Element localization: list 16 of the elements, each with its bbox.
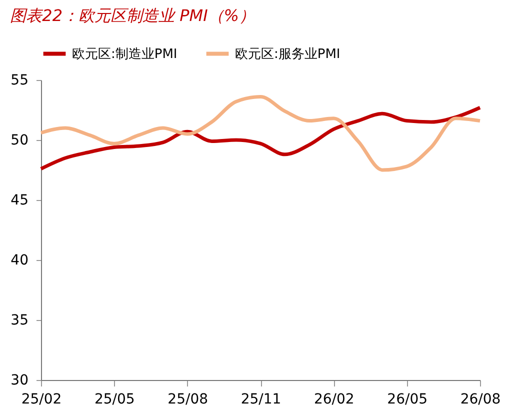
x-tick-label: 25/02: [21, 392, 62, 408]
x-tick-label: 26/05: [387, 392, 428, 408]
y-tick-label: 30: [10, 372, 28, 388]
chart-title: 图表22：欧元区制造业 PMI（%）: [10, 6, 256, 25]
x-tick-label: 25/08: [168, 392, 208, 408]
legend-label: 欧元区:制造业PMI: [72, 46, 178, 62]
y-tick-label: 40: [10, 252, 28, 268]
y-tick-label: 35: [10, 312, 28, 328]
x-tick-label: 25/05: [94, 392, 135, 408]
x-tick-label: 26/02: [314, 392, 354, 408]
y-tick-label: 55: [10, 72, 28, 88]
y-tick-label: 50: [10, 132, 28, 148]
x-tick-label: 25/11: [240, 392, 282, 408]
x-tick-label: 26/08: [460, 392, 501, 408]
legend-label: 欧元区:服务业PMI: [235, 46, 340, 62]
y-tick-label: 45: [10, 192, 28, 208]
